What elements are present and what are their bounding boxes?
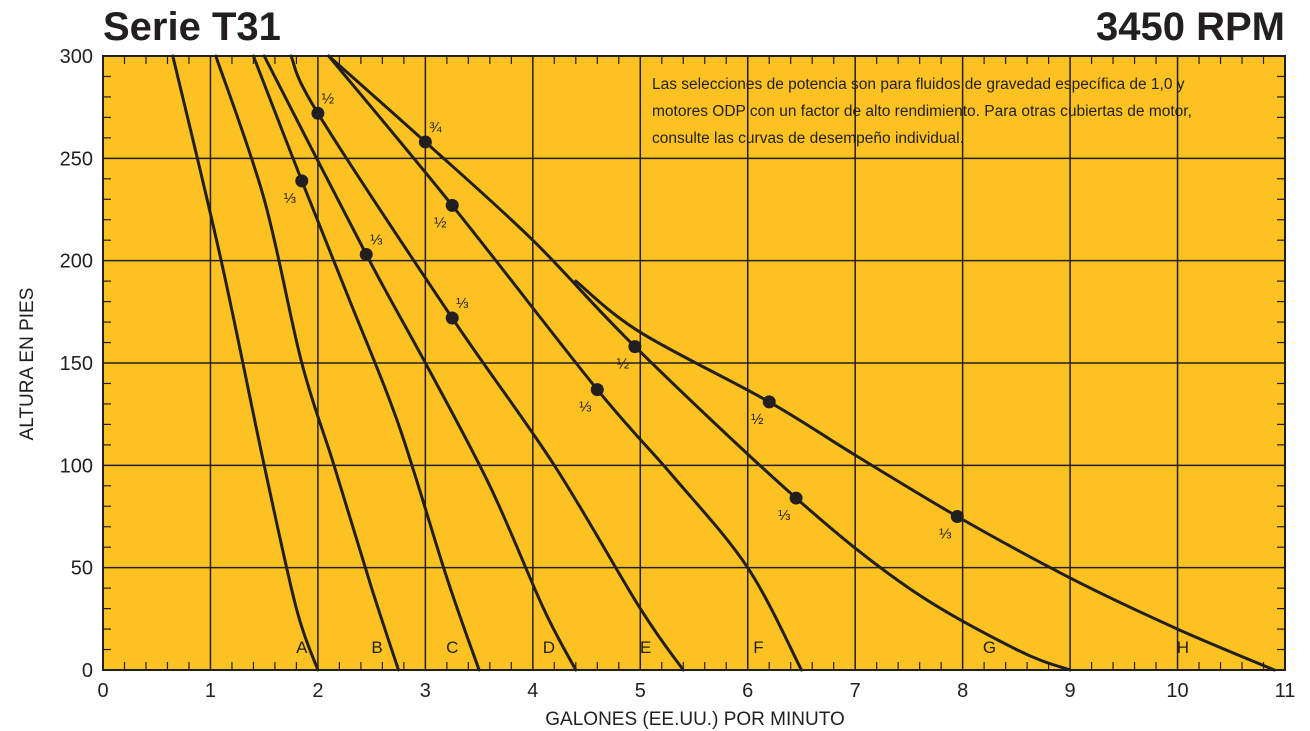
curve-marker: [418, 135, 432, 149]
x-tick-label: 0: [97, 680, 108, 702]
curve-label: F: [753, 638, 763, 657]
curve-c: [251, 54, 481, 672]
marker-label: ½: [322, 90, 335, 107]
curve-marker: [445, 311, 459, 325]
y-tick-label: 200: [60, 251, 93, 273]
y-tick-label: 250: [60, 148, 93, 170]
x-tick-labels: 0 1 2 3 4 5 6 7 8 9 10 11: [97, 680, 1295, 702]
x-tick-label: 9: [1065, 680, 1076, 702]
x-tick-label: 2: [312, 680, 323, 702]
x-tick-label: 5: [635, 680, 646, 702]
y-tick-labels: 0 50 100 150 200 250 300: [60, 46, 93, 682]
x-tick-label: 3: [420, 680, 431, 702]
curve-label: A: [296, 638, 308, 657]
chart-speed: 3450 RPM: [1096, 5, 1285, 49]
y-tick-label: 0: [82, 660, 93, 682]
x-axis-label: GALONES (EE.UU.) POR MINUTO: [545, 709, 844, 730]
curve-label: D: [543, 638, 555, 657]
chart-title: Serie T31: [103, 5, 281, 49]
marker-label: ⅓: [456, 295, 469, 312]
y-tick-label: 300: [60, 46, 93, 68]
curve-marker: [311, 106, 325, 120]
marker-label: ½: [751, 411, 764, 428]
marker-label: ⅓: [939, 526, 952, 543]
curve-marker: [950, 510, 964, 523]
curve-marker: [445, 198, 459, 212]
y-tick-label: 50: [71, 558, 93, 580]
curve-a: [171, 54, 320, 672]
marker-label: ⅓: [579, 399, 592, 416]
y-axis-label: ALTURA EN PIES: [17, 288, 38, 441]
note-line-2: motores ODP con un factor de alto rendim…: [652, 103, 1192, 120]
curve-marker: [628, 340, 642, 354]
curve-g: [327, 54, 1072, 672]
y-tick-label: 150: [60, 353, 93, 375]
x-tick-label: 6: [742, 680, 753, 702]
curve-marker: [590, 383, 604, 397]
chart-note: Las selecciones de potencia son para flu…: [652, 76, 1192, 147]
curve-f: [327, 54, 803, 672]
marker-label: ½: [617, 356, 630, 373]
curve-label: H: [1177, 638, 1189, 657]
curve-label: E: [640, 638, 651, 657]
marker-label: ⅓: [370, 232, 383, 249]
curves: [171, 54, 1276, 672]
marker-label: ⅓: [778, 507, 791, 524]
note-line-3: consulte las curvas de desempeño individ…: [652, 130, 964, 147]
curve-label: C: [446, 638, 458, 657]
curve-labels: A B C D E F G H: [296, 638, 1189, 657]
x-tick-label: 7: [850, 680, 861, 702]
curve-markers: ⅓ ⅓ ½ ⅓ ½ ⅓ ¾ ½ ⅓ ½ ⅓: [284, 90, 964, 543]
curve-label: G: [983, 638, 996, 657]
x-tick-label: 11: [1275, 680, 1296, 702]
curve-marker: [359, 248, 373, 262]
marker-label: ½: [434, 214, 447, 231]
y-tick-label: 100: [60, 455, 93, 477]
marker-label: ⅓: [284, 190, 297, 207]
curve-marker: [762, 395, 776, 409]
x-tick-label: 4: [527, 680, 538, 702]
curve-marker: [295, 174, 309, 188]
curve-marker: [789, 491, 803, 505]
curve-d: [262, 54, 578, 672]
note-line-1: Las selecciones de potencia son para flu…: [652, 76, 1185, 93]
x-tick-label: 8: [957, 680, 968, 702]
curve-b: [214, 54, 400, 672]
curve-h: [574, 279, 1276, 672]
x-tick-label: 10: [1166, 680, 1188, 702]
x-tick-label: 1: [205, 680, 216, 702]
minor-ticks: [103, 56, 1285, 670]
marker-label: ¾: [429, 119, 442, 136]
curve-label: B: [371, 638, 382, 657]
